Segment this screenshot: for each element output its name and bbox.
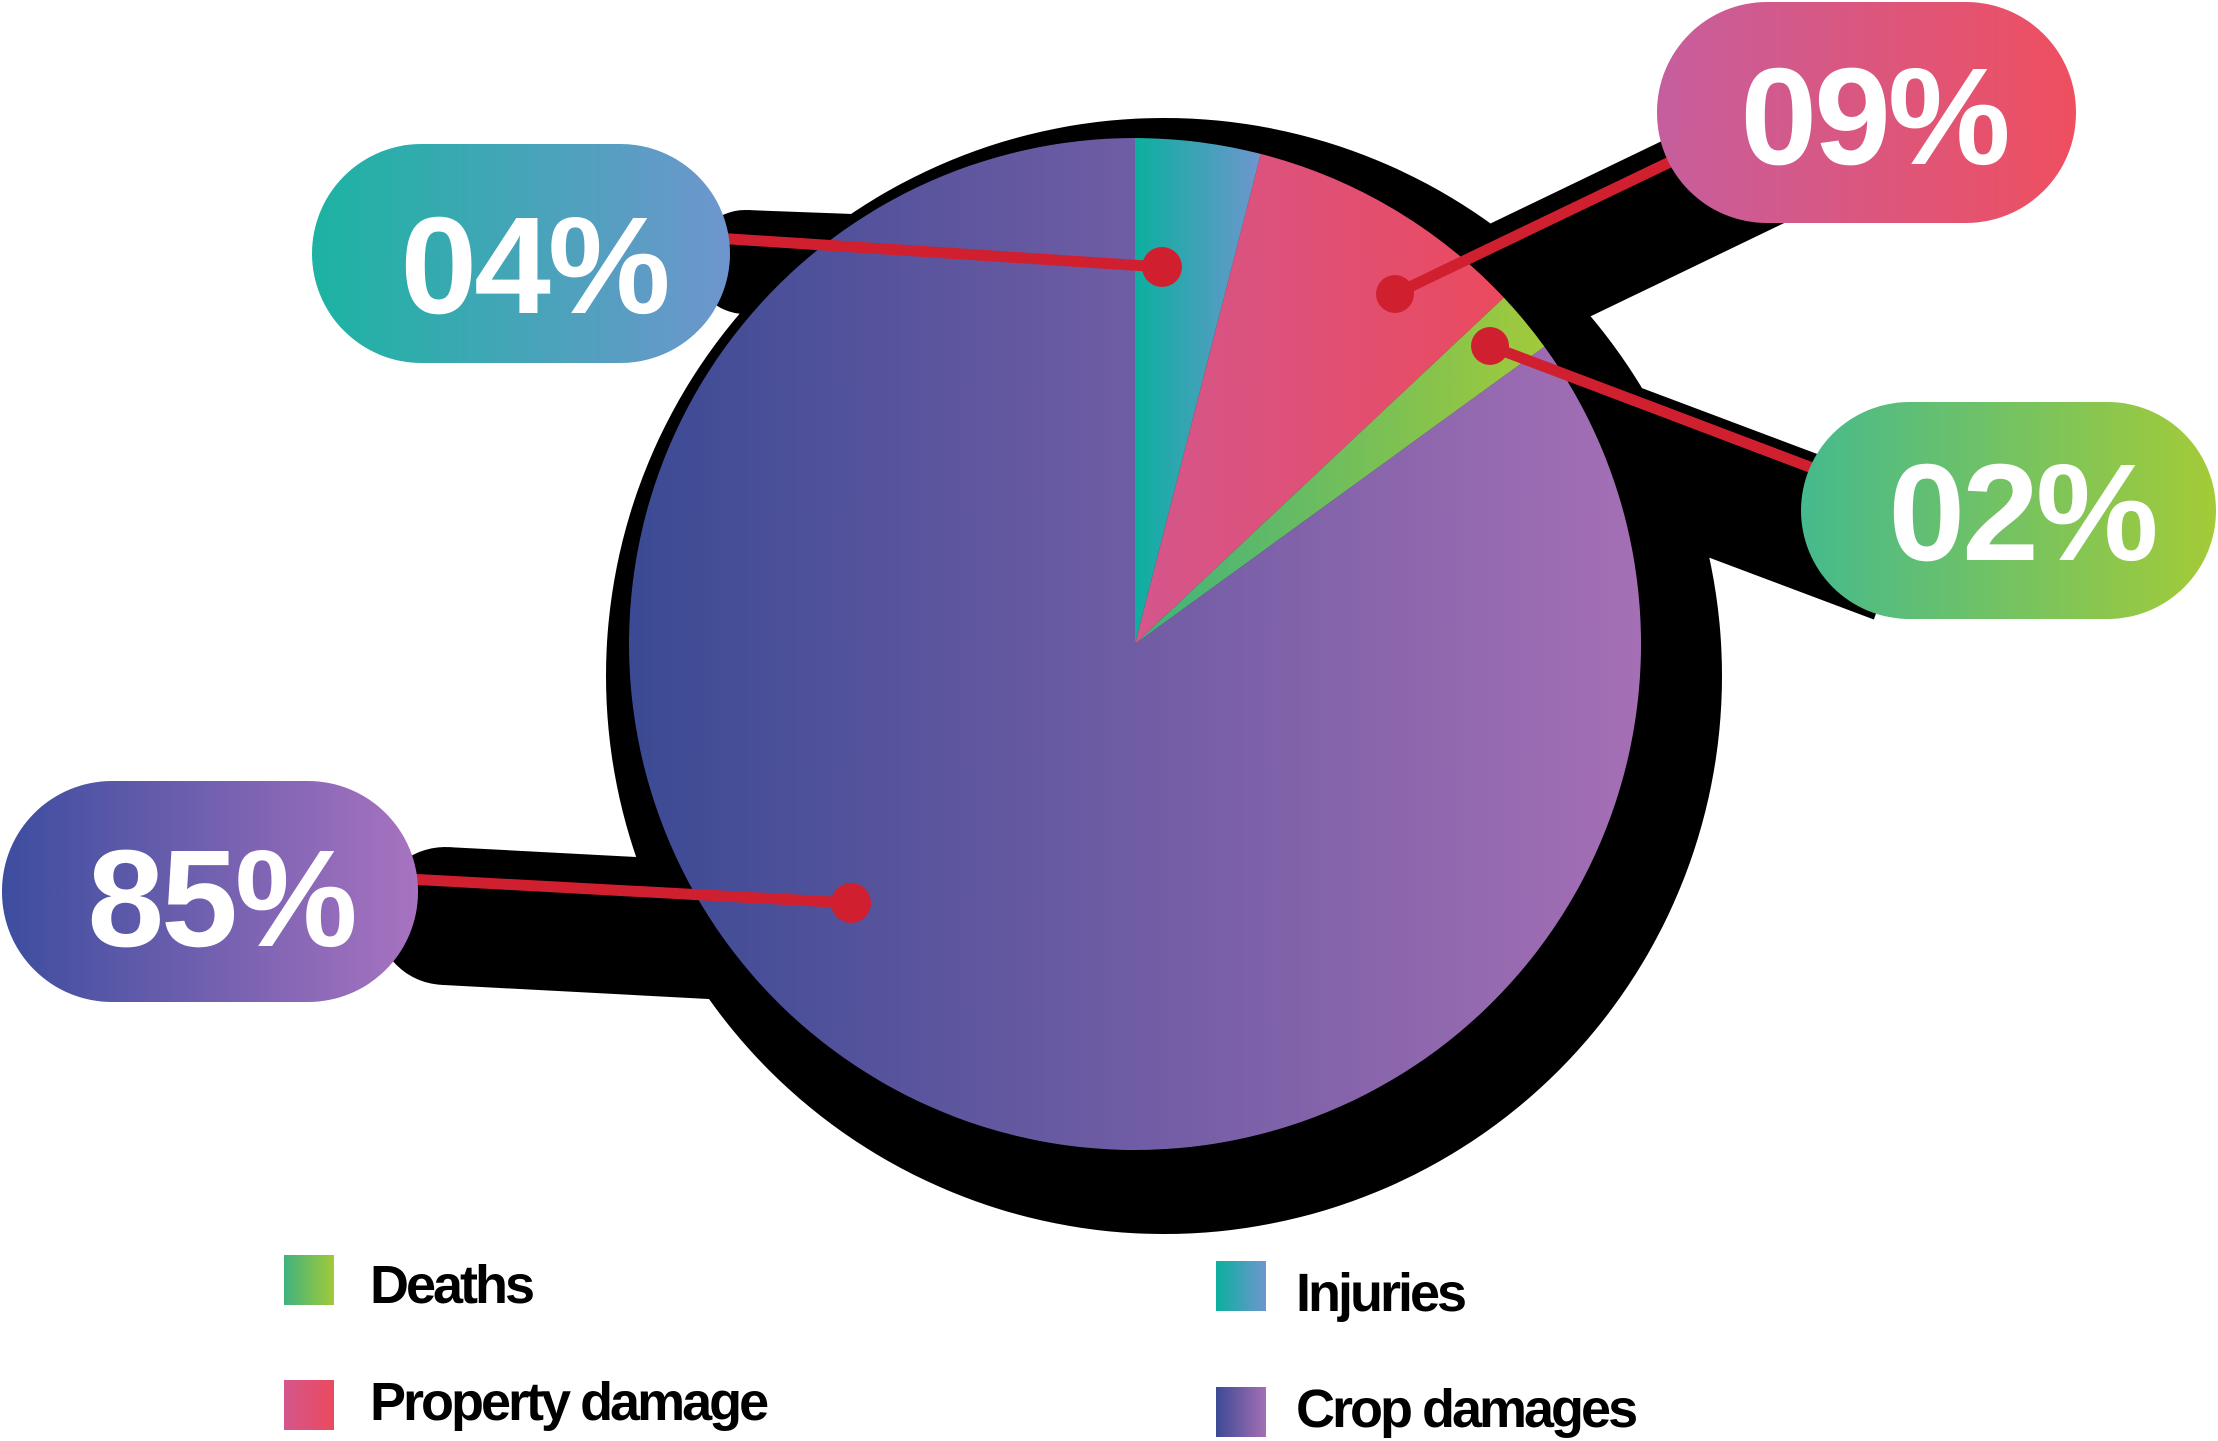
svg-text:Injuries: Injuries <box>1296 1263 1465 1323</box>
svg-text:Deaths: Deaths <box>370 1255 533 1315</box>
svg-text:02%: 02% <box>1888 436 2155 590</box>
svg-text:04%: 04% <box>400 189 667 343</box>
svg-text:Crop damages: Crop damages <box>1296 1379 1636 1439</box>
svg-text:Property damage: Property damage <box>370 1372 768 1432</box>
svg-text:85%: 85% <box>87 822 354 976</box>
svg-text:09%: 09% <box>1740 40 2007 194</box>
